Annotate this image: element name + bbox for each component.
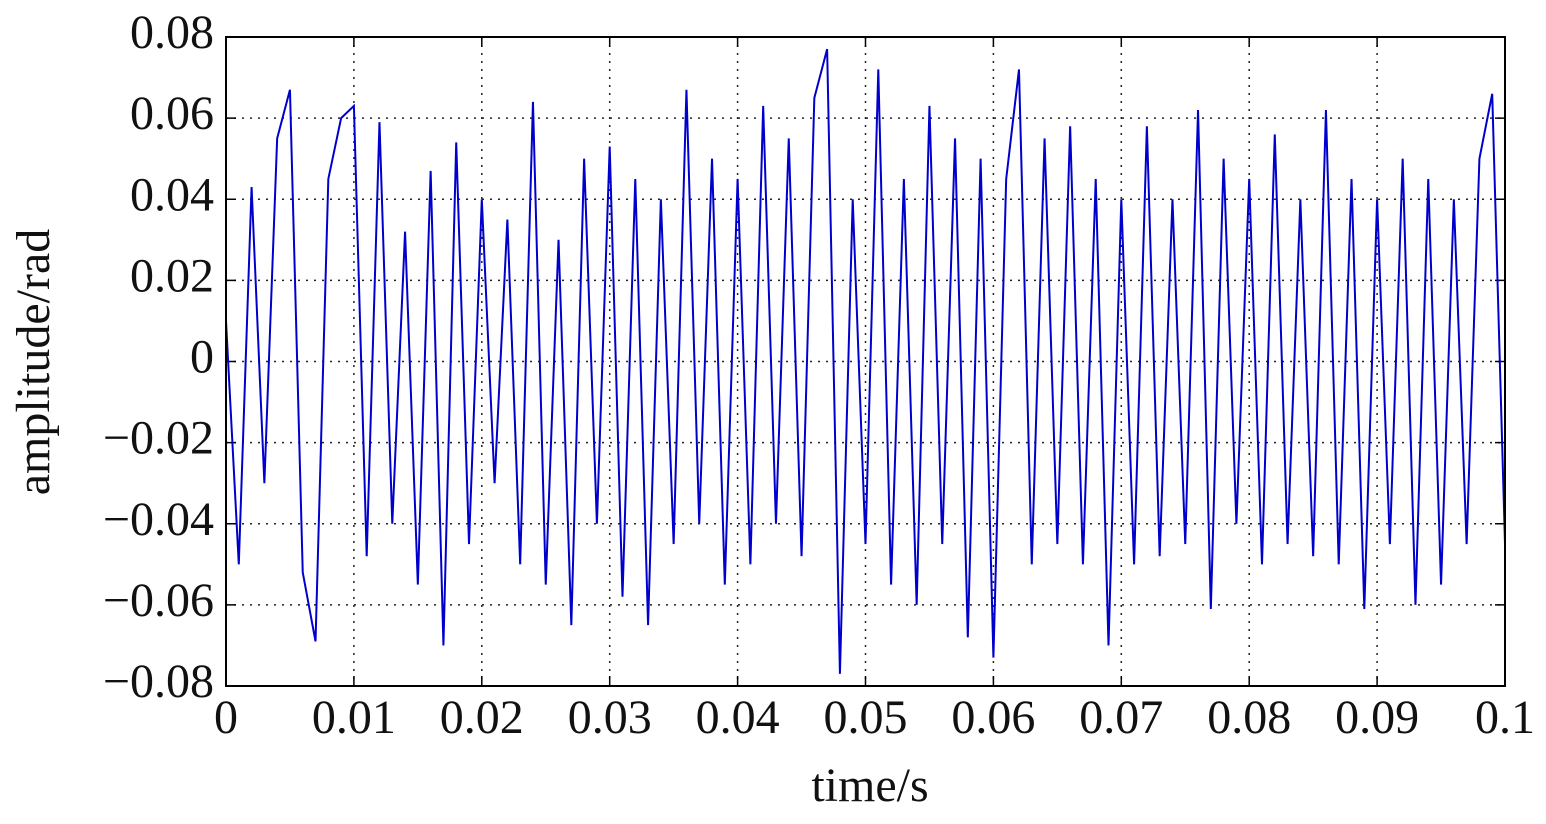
x-tick-label: 0 <box>214 691 238 744</box>
x-tick-label: 0.07 <box>1079 691 1163 744</box>
y-tick-label: −0.08 <box>103 655 214 708</box>
y-tick-label: −0.04 <box>103 493 214 546</box>
y-tick-label: 0.08 <box>130 6 214 59</box>
x-tick-label: 0.05 <box>824 691 908 744</box>
x-tick-label: 0.06 <box>951 691 1035 744</box>
y-tick-label: 0.04 <box>130 168 214 221</box>
x-tick-label: 0.08 <box>1207 691 1291 744</box>
y-tick-label: 0.02 <box>130 249 214 302</box>
y-axis-label: amplitude/rad <box>7 229 60 496</box>
x-tick-label: 0.02 <box>440 691 524 744</box>
signal-line <box>225 48 1506 674</box>
x-tick-label: 0.03 <box>568 691 652 744</box>
y-tick-label: −0.02 <box>103 412 214 465</box>
x-tick-label: 0.04 <box>696 691 780 744</box>
x-tick-label: 0.09 <box>1335 691 1419 744</box>
y-tick-label: 0.06 <box>130 87 214 140</box>
x-axis-label: time/s <box>811 759 928 812</box>
y-tick-label: −0.06 <box>103 574 214 627</box>
plot-frame <box>225 36 1506 687</box>
x-tick-label: 0.1 <box>1475 691 1535 744</box>
y-tick-label: 0 <box>190 331 214 384</box>
x-tick-label: 0.01 <box>312 691 396 744</box>
